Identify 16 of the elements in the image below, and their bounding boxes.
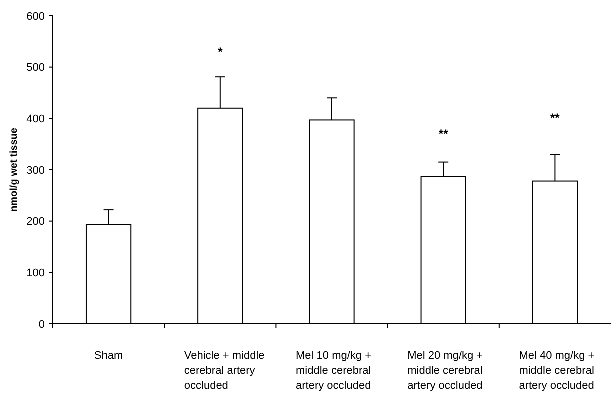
x-tick-label: Mel 40 mg/kg + middle cerebral artery occluded [519, 350, 595, 392]
x-tick-label: Mel 20 mg/kg + middle cerebral artery occluded [408, 350, 484, 392]
annotation: ** [550, 111, 560, 126]
y-axis-title: nmol/g wet tissue [9, 128, 20, 212]
y-tick-label: 400 [26, 114, 45, 126]
y-tick-label: 500 [26, 62, 45, 74]
y-tick-label: 0 [38, 318, 45, 331]
annotation: ** [438, 127, 449, 142]
y-tick-label: 100 [26, 268, 45, 280]
y-tick-label: 300 [26, 164, 45, 177]
annotation: * [218, 45, 224, 60]
y-tick-label: 600 [26, 10, 45, 23]
y-tick-label: 200 [26, 216, 45, 228]
x-tick-label: Sham [94, 350, 124, 362]
x-tick-label: Vehicle + middle cerebral artery occluded [184, 350, 265, 392]
x-tick-label: Mel 10 mg/kg + middle cerebral artery occluded [296, 350, 372, 392]
